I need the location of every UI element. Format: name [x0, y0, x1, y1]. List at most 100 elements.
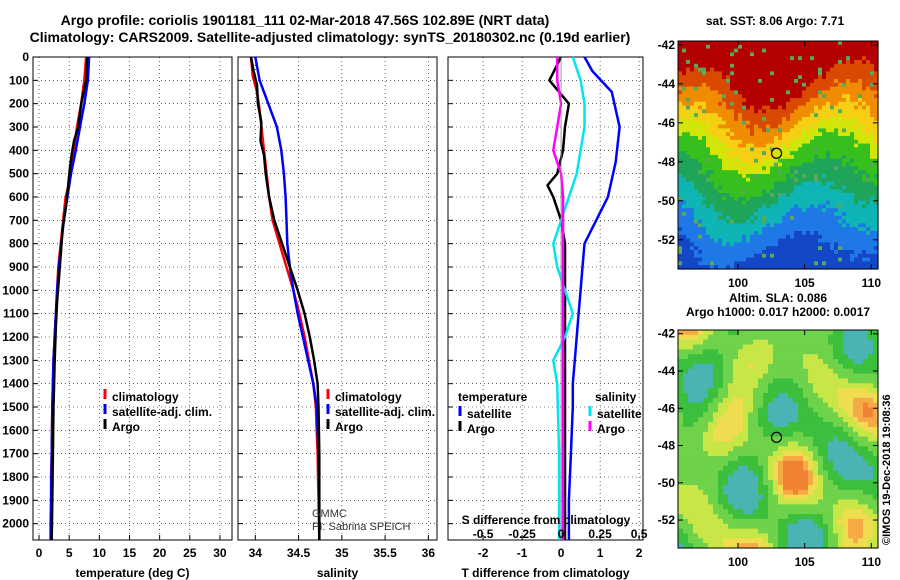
map-cell [708, 446, 714, 452]
map-cell [718, 98, 723, 103]
map-cell [853, 460, 859, 467]
map-cell [842, 67, 847, 72]
map-cell [873, 441, 879, 447]
map-cell [790, 234, 795, 240]
map-cell [866, 94, 871, 99]
map-cell [870, 63, 875, 69]
map-cell [770, 223, 775, 228]
map-cell [786, 238, 791, 243]
map-cell [823, 523, 829, 530]
map-cell [733, 397, 739, 404]
map-cell [766, 261, 771, 266]
map-cell [688, 485, 694, 491]
map-cell [733, 504, 739, 510]
map-cell [746, 181, 751, 186]
map-cell [818, 451, 824, 457]
map-cell [814, 223, 819, 228]
map-cell [778, 101, 783, 107]
map-cell [778, 162, 783, 167]
map-cell [738, 339, 744, 346]
map-cell [708, 397, 714, 404]
map-cell [854, 246, 859, 251]
map-cell [783, 455, 789, 462]
map-cell [853, 523, 859, 530]
map-cell [873, 451, 879, 457]
map-cell [713, 417, 719, 423]
map-cell [830, 242, 835, 247]
map-cell [710, 253, 715, 259]
map-cell [806, 257, 811, 262]
map-cell [766, 86, 771, 91]
map-cell [833, 523, 839, 530]
map-cell [794, 200, 799, 205]
map-cell [822, 227, 827, 232]
map-cell [713, 451, 719, 457]
map-cell [746, 253, 751, 259]
map-cell [853, 514, 859, 520]
map-cell [726, 253, 731, 259]
map-cell [718, 200, 723, 205]
map-cell [768, 334, 774, 341]
map-cell [778, 219, 783, 224]
map-cell [813, 417, 819, 423]
map-cell [754, 257, 759, 262]
map-cell [790, 60, 795, 65]
map-cell [822, 41, 827, 46]
map-cell [848, 397, 854, 404]
map-cell [682, 174, 687, 179]
map-cell [850, 170, 855, 175]
map-cell [743, 383, 749, 389]
map-cell [726, 162, 731, 167]
map-cell [783, 523, 789, 530]
map-cell [718, 90, 723, 95]
map-cell [798, 470, 804, 476]
map-cell [874, 238, 879, 243]
map-cell [758, 446, 764, 452]
map-cell [798, 412, 804, 418]
map-cell [766, 227, 771, 232]
map-cell [773, 509, 779, 515]
map-cell [698, 388, 704, 394]
map-cell [782, 166, 787, 171]
map-cell [703, 441, 709, 447]
map-cell [810, 41, 815, 46]
map-cell [718, 475, 724, 481]
map-cell [746, 223, 751, 228]
map-cell [702, 117, 707, 122]
map-cell [726, 189, 731, 194]
legend-label-s: satellite [597, 407, 642, 421]
map-cell [733, 489, 739, 496]
map-cell [818, 101, 823, 107]
map-cell [690, 166, 695, 171]
map-cell [778, 407, 784, 413]
map-cell [734, 257, 739, 262]
map-cell [746, 158, 751, 164]
map-cell [843, 523, 849, 530]
map-cell [743, 514, 749, 520]
map-cell [842, 139, 847, 145]
map-cell [778, 494, 784, 501]
map-cell [766, 60, 771, 65]
map-cell [758, 388, 764, 394]
map-cell [833, 528, 839, 535]
map-cell [866, 41, 871, 46]
map-cell [850, 238, 855, 243]
map-cell [738, 44, 743, 50]
map-cell [773, 485, 779, 491]
map-cell [754, 44, 759, 50]
map-cell [703, 523, 709, 530]
map-cell [738, 124, 743, 129]
map-cell [738, 204, 743, 209]
map-cell [678, 388, 684, 394]
map-cell [753, 455, 759, 462]
map-cell [874, 265, 879, 270]
map-cell [754, 196, 759, 202]
map-cell [726, 128, 731, 133]
map-cell [798, 339, 804, 346]
map-cell [830, 132, 835, 137]
map-cell [814, 242, 819, 247]
map-cell [762, 113, 767, 118]
map-cell [770, 124, 775, 129]
map-cell [710, 231, 715, 236]
map-cell [706, 177, 711, 183]
